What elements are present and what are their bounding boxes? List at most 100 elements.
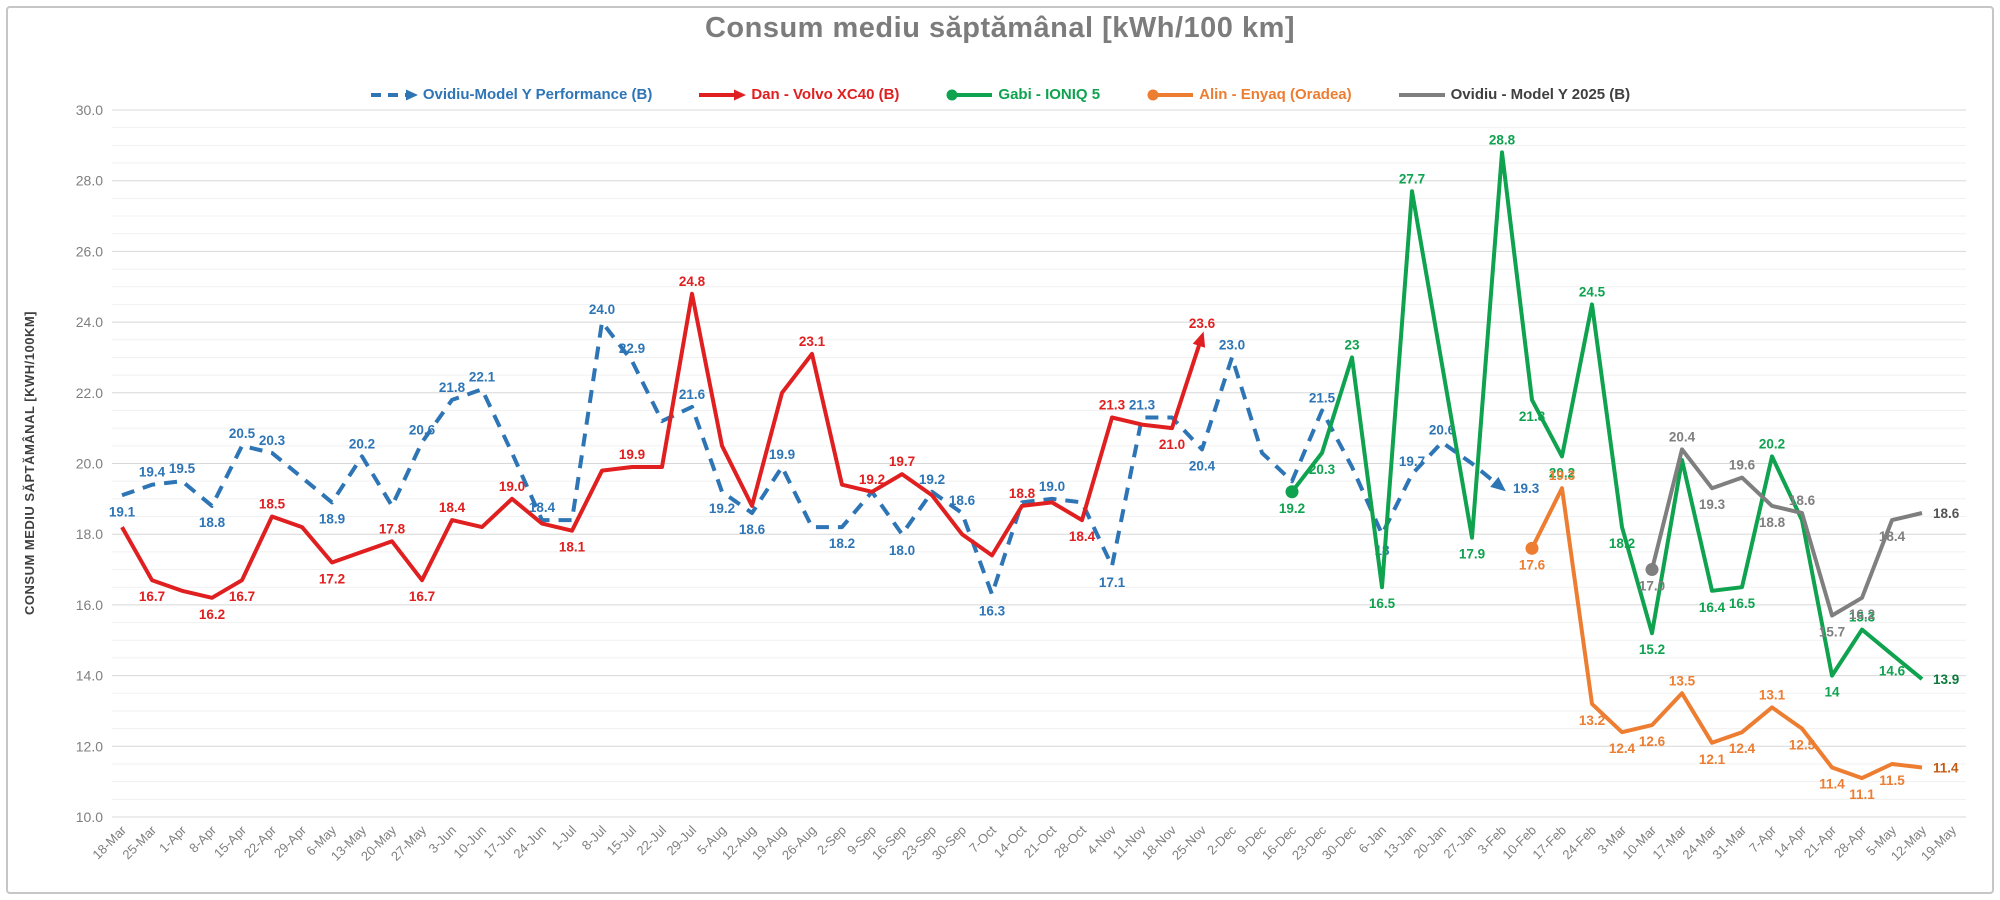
data-label: 20.2: [1549, 465, 1575, 480]
x-axis-labels: 18-Mar25-Mar1-Apr8-Apr15-Apr22-Apr29-Apr…: [89, 822, 1959, 864]
series-start-dot: [1645, 563, 1659, 577]
data-label: 18.4: [1879, 529, 1906, 544]
x-tick-label: 15-Apr: [211, 822, 250, 861]
series-ovidiu-model-y-performance-b: 19.119.4 19.518.820.5 20.318.920.220.621.8…: [109, 302, 1540, 618]
x-tick-label: 14-Oct: [991, 822, 1029, 860]
data-label: 11.4: [1819, 777, 1845, 792]
series-ovidiu-model-y-2025-b: 17.020.419.319.618.818.615.716.218.418.6: [1639, 429, 1960, 639]
series-data-labels: 17.619.313.212.4 12.613.512.112.413.112.5…: [1519, 468, 1959, 802]
y-tick-label: 12.0: [76, 738, 103, 754]
legend-item-ovidiu-model-y-performance-b[interactable]: Ovidiu-Model Y Performance (B): [370, 86, 653, 103]
data-label: 22.1: [469, 369, 496, 384]
data-label: 18.8: [1009, 486, 1036, 501]
data-label: 20.3: [1309, 462, 1336, 477]
x-tick-label: 29-Apr: [271, 822, 310, 861]
data-label: 20.2: [1759, 436, 1785, 451]
data-label: 13.2: [1579, 713, 1605, 728]
data-label: 21.3: [1129, 398, 1156, 413]
data-label: 19.2: [919, 472, 945, 487]
data-label: 11.5: [1879, 773, 1905, 788]
series-line: [1290, 150, 1924, 681]
data-label: 18.8: [199, 515, 226, 530]
y-axis-title: CONSUM MEDIU SĂPTĂMÂNAL [KWH/100KM]: [22, 311, 37, 615]
data-label: 21.8: [439, 380, 466, 395]
x-tick-label: 22-Jul: [633, 822, 669, 858]
data-label: 21.5: [1309, 391, 1336, 406]
data-label: 17.0: [1639, 579, 1665, 594]
y-tick-label: 16.0: [76, 597, 103, 613]
data-label: 17.1: [1099, 575, 1126, 590]
legend-item-alin-enyaq-oradea[interactable]: Alin - Enyaq (Oradea): [1146, 86, 1352, 103]
legend-item-gabi-ioniq-5[interactable]: Gabi - IONIQ 5: [945, 86, 1100, 103]
y-tick-label: 18.0: [76, 526, 103, 542]
x-tick-label: 28-Apr: [1831, 822, 1870, 861]
data-label: 19.5: [169, 461, 196, 476]
y-tick-label: 28.0: [76, 173, 103, 189]
data-label: 20.4: [1669, 429, 1696, 444]
data-label: 12.4: [1609, 741, 1636, 756]
legend-label: Ovidiu-Model Y Performance (B): [422, 86, 653, 103]
series-end-arrow: [1490, 476, 1506, 492]
data-label: 24.5: [1579, 284, 1606, 299]
data-label: 19.1: [109, 504, 136, 519]
data-label: 17.6: [1519, 557, 1546, 572]
x-tick-label: 10-Jun: [450, 823, 489, 862]
data-label: 16.5: [1729, 596, 1756, 611]
data-label: 15.2: [1639, 642, 1665, 657]
data-label: 18.2: [829, 536, 855, 551]
data-label: 16.7: [229, 589, 255, 604]
legend-label: Ovidiu - Model Y 2025 (B): [1450, 86, 1631, 103]
x-tick-label: 27-Jan: [1440, 823, 1479, 862]
data-label: 20.3: [259, 433, 286, 448]
data-label: 18.0: [889, 543, 915, 558]
data-label: 16.7: [139, 589, 165, 604]
y-axis-labels: 10.0 12.0 14.0 16.0 18.0 20.0 22.0 24.0 26.0 28.0…: [76, 102, 103, 825]
data-label: 20.2: [349, 436, 375, 451]
data-label: 17.2: [319, 572, 345, 587]
line-dot-icon: [1146, 87, 1194, 103]
data-label: 19.0: [1039, 479, 1065, 494]
data-label: 16.2: [199, 607, 225, 622]
data-label: 21.3: [1099, 398, 1126, 413]
y-tick-label: 22.0: [76, 385, 103, 401]
data-label: 16.2: [1849, 607, 1875, 622]
legend-label: Gabi - IONIQ 5: [998, 86, 1101, 103]
data-label: 19.3: [1513, 481, 1540, 496]
data-label: 16.5: [1369, 596, 1396, 611]
data-label: 18.1: [559, 540, 586, 555]
data-label: 19.4: [139, 465, 166, 480]
data-label: 19.7: [889, 454, 915, 469]
data-label: 19.9: [769, 447, 795, 462]
data-label: 11.4: [1933, 761, 1959, 776]
legend-label: Dan - Volvo XC40 (B): [751, 86, 900, 103]
y-tick-label: 14.0: [76, 668, 103, 684]
x-tick-label: 31-Mar: [1709, 822, 1749, 862]
x-tick-label: 14-Apr: [1771, 822, 1810, 861]
data-label: 12.6: [1639, 734, 1666, 749]
data-label: 19.2: [859, 472, 885, 487]
legend-item-dan-volvo-xc40-b[interactable]: Dan - Volvo XC40 (B): [698, 86, 899, 103]
series-gabi-ioniq-5: 19.2 20.3 23 16.5 27.7 17.9 28.8 21.8 20.2 24.5 18…: [1279, 132, 1959, 699]
x-tick-label: 24-Jun: [510, 823, 549, 862]
series-line: [121, 320, 1504, 597]
data-label: 19.7: [1399, 454, 1425, 469]
series-line: [120, 291, 1204, 600]
data-label: 18.6: [949, 493, 976, 508]
x-tick-label: 25-Mar: [119, 822, 159, 862]
series-line: [1650, 447, 1923, 618]
data-label: 11.1: [1849, 787, 1875, 802]
data-label: 17.8: [379, 521, 406, 536]
legend-item-ovidiu-model-y-2025-b[interactable]: Ovidiu - Model Y 2025 (B): [1398, 86, 1631, 103]
data-label: 16.3: [979, 603, 1006, 618]
series-end-arrow: [1192, 331, 1206, 348]
x-tick-label: 28-Oct: [1051, 822, 1089, 860]
y-tick-label: 26.0: [76, 243, 103, 259]
data-label: 12.4: [1729, 741, 1756, 756]
x-tick-label: 1-Jul: [549, 822, 580, 853]
data-label: 18.4: [1069, 529, 1096, 544]
data-label: 13.5: [1669, 673, 1696, 688]
line-arrow-icon: [698, 87, 747, 103]
data-label: 18.2: [1609, 536, 1635, 551]
data-label: 23.6: [1189, 316, 1216, 331]
data-label: 19.2: [1279, 501, 1305, 516]
